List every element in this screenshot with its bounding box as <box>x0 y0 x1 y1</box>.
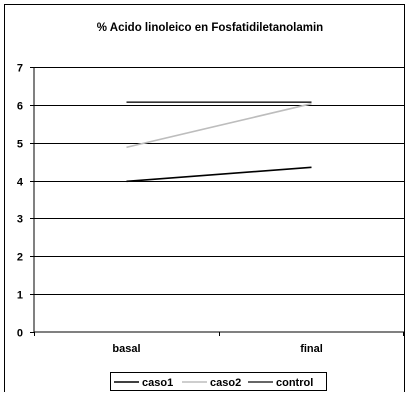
x-tick-label: basal <box>112 343 140 355</box>
y-tick-label: 0 <box>17 328 23 340</box>
y-tick-label: 5 <box>17 139 23 151</box>
y-tick-label: 3 <box>17 214 23 226</box>
y-tick-label: 7 <box>17 63 23 75</box>
y-tick-label: 2 <box>17 252 23 264</box>
axes <box>33 67 404 333</box>
grid-lines <box>34 67 404 295</box>
legend-label-control: control <box>276 377 313 389</box>
legend-label-caso1: caso1 <box>142 377 173 389</box>
chart-title: % Acido linoleico en Fosfatidiletanolami… <box>97 22 323 34</box>
x-tick-label: final <box>300 343 323 355</box>
legend-label-caso2: caso2 <box>210 377 241 389</box>
series-line-caso2 <box>126 102 312 149</box>
legend: caso1 caso2 control <box>110 372 327 391</box>
x-tick-labels: basal final <box>34 332 404 355</box>
y-tick-label: 6 <box>17 101 23 113</box>
y-tick-labels: 0 1 2 3 4 5 6 7 <box>17 63 34 340</box>
series-line-caso1 <box>126 166 312 183</box>
chart-frame <box>4 4 405 392</box>
legend-box <box>110 372 327 391</box>
y-tick-label: 1 <box>17 290 23 302</box>
series-lines <box>126 101 312 183</box>
y-tick-label: 4 <box>17 177 24 189</box>
